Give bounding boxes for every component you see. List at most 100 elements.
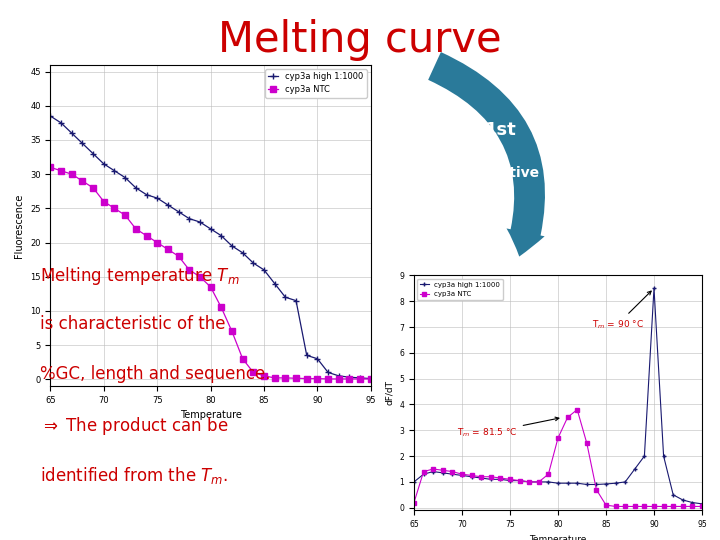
cyp3a NTC xyxy=(688,503,697,510)
cyp3a high 1:1000 xyxy=(419,471,428,477)
Line: cyp3a NTC: cyp3a NTC xyxy=(48,165,374,382)
cyp3a NTC xyxy=(573,407,582,413)
X-axis label: Temperature: Temperature xyxy=(529,535,587,540)
cyp3a high 1:1000 xyxy=(46,113,55,119)
cyp3a NTC xyxy=(238,355,247,362)
cyp3a NTC xyxy=(260,373,269,379)
cyp3a high 1:1000 xyxy=(324,369,333,376)
cyp3a high 1:1000 xyxy=(592,481,600,488)
cyp3a NTC xyxy=(249,369,258,376)
cyp3a high 1:1000 xyxy=(544,478,553,485)
cyp3a high 1:1000 xyxy=(99,161,108,167)
cyp3a NTC xyxy=(142,232,151,239)
cyp3a high 1:1000 xyxy=(217,232,225,239)
cyp3a NTC xyxy=(68,171,76,178)
cyp3a high 1:1000 xyxy=(68,130,76,137)
cyp3a high 1:1000 xyxy=(271,280,279,287)
cyp3a NTC xyxy=(487,474,495,480)
cyp3a NTC xyxy=(313,375,322,382)
cyp3a NTC xyxy=(554,435,562,441)
cyp3a high 1:1000 xyxy=(132,185,140,191)
Text: derivative: derivative xyxy=(461,166,540,180)
cyp3a NTC xyxy=(438,467,447,474)
cyp3a high 1:1000 xyxy=(621,478,629,485)
cyp3a NTC xyxy=(649,503,658,510)
cyp3a high 1:1000 xyxy=(458,472,467,478)
cyp3a NTC xyxy=(611,503,620,510)
Legend: cyp3a high 1:1000, cyp3a NTC: cyp3a high 1:1000, cyp3a NTC xyxy=(265,69,366,98)
cyp3a high 1:1000 xyxy=(698,501,706,507)
cyp3a high 1:1000 xyxy=(281,294,289,300)
cyp3a NTC xyxy=(292,375,300,381)
Line: cyp3a high 1:1000: cyp3a high 1:1000 xyxy=(47,113,374,382)
cyp3a NTC xyxy=(448,468,456,475)
cyp3a NTC xyxy=(271,375,279,381)
cyp3a NTC xyxy=(345,376,354,382)
cyp3a NTC xyxy=(505,476,514,483)
cyp3a NTC xyxy=(174,253,183,259)
cyp3a high 1:1000 xyxy=(89,151,97,157)
cyp3a high 1:1000 xyxy=(660,453,668,460)
Line: cyp3a high 1:1000: cyp3a high 1:1000 xyxy=(412,286,704,506)
cyp3a NTC xyxy=(516,477,524,484)
cyp3a NTC xyxy=(419,468,428,475)
cyp3a NTC xyxy=(582,440,591,447)
cyp3a NTC xyxy=(592,487,600,493)
cyp3a NTC xyxy=(185,267,194,273)
cyp3a high 1:1000 xyxy=(669,491,678,498)
cyp3a NTC xyxy=(196,273,204,280)
cyp3a NTC xyxy=(132,226,140,232)
cyp3a high 1:1000 xyxy=(467,474,476,480)
cyp3a high 1:1000 xyxy=(438,470,447,476)
cyp3a high 1:1000 xyxy=(185,215,194,222)
Y-axis label: dF/dT: dF/dT xyxy=(385,380,394,406)
cyp3a high 1:1000 xyxy=(174,208,183,215)
cyp3a NTC xyxy=(46,164,55,171)
Legend: cyp3a high 1:1000, cyp3a NTC: cyp3a high 1:1000, cyp3a NTC xyxy=(418,279,503,300)
cyp3a high 1:1000 xyxy=(505,477,514,484)
cyp3a high 1:1000 xyxy=(302,352,311,359)
cyp3a NTC xyxy=(207,284,215,290)
cyp3a high 1:1000 xyxy=(410,478,418,485)
cyp3a high 1:1000 xyxy=(496,476,505,483)
cyp3a high 1:1000 xyxy=(196,219,204,225)
cyp3a high 1:1000 xyxy=(207,226,215,232)
cyp3a high 1:1000 xyxy=(238,249,247,256)
Text: Melting curve: Melting curve xyxy=(218,19,502,61)
cyp3a NTC xyxy=(281,375,289,381)
cyp3a NTC xyxy=(410,500,418,506)
cyp3a high 1:1000 xyxy=(631,466,639,472)
cyp3a NTC xyxy=(217,304,225,310)
cyp3a high 1:1000 xyxy=(582,481,591,488)
cyp3a high 1:1000 xyxy=(563,480,572,487)
cyp3a high 1:1000 xyxy=(249,260,258,266)
cyp3a high 1:1000 xyxy=(516,477,524,484)
Text: is characteristic of the: is characteristic of the xyxy=(40,315,225,333)
Text: $\Rightarrow$ The product can be: $\Rightarrow$ The product can be xyxy=(40,415,228,437)
cyp3a NTC xyxy=(698,503,706,510)
cyp3a high 1:1000 xyxy=(611,480,620,487)
cyp3a high 1:1000 xyxy=(525,478,534,485)
cyp3a NTC xyxy=(110,205,119,212)
cyp3a NTC xyxy=(621,503,629,510)
cyp3a NTC xyxy=(78,178,87,184)
cyp3a NTC xyxy=(99,198,108,205)
cyp3a NTC xyxy=(544,471,553,477)
cyp3a NTC xyxy=(324,376,333,382)
cyp3a high 1:1000 xyxy=(429,468,438,475)
cyp3a high 1:1000 xyxy=(366,375,375,382)
cyp3a NTC xyxy=(534,478,543,485)
cyp3a high 1:1000 xyxy=(345,374,354,381)
cyp3a NTC xyxy=(153,239,161,246)
cyp3a NTC xyxy=(496,475,505,481)
cyp3a high 1:1000 xyxy=(573,480,582,487)
cyp3a NTC xyxy=(525,478,534,485)
cyp3a high 1:1000 xyxy=(640,453,649,460)
cyp3a high 1:1000 xyxy=(121,174,130,181)
Text: identified from the $T_m$.: identified from the $T_m$. xyxy=(40,465,228,487)
cyp3a NTC xyxy=(356,376,364,382)
cyp3a high 1:1000 xyxy=(57,120,66,126)
cyp3a high 1:1000 xyxy=(110,167,119,174)
cyp3a NTC xyxy=(640,503,649,510)
cyp3a high 1:1000 xyxy=(477,475,485,481)
